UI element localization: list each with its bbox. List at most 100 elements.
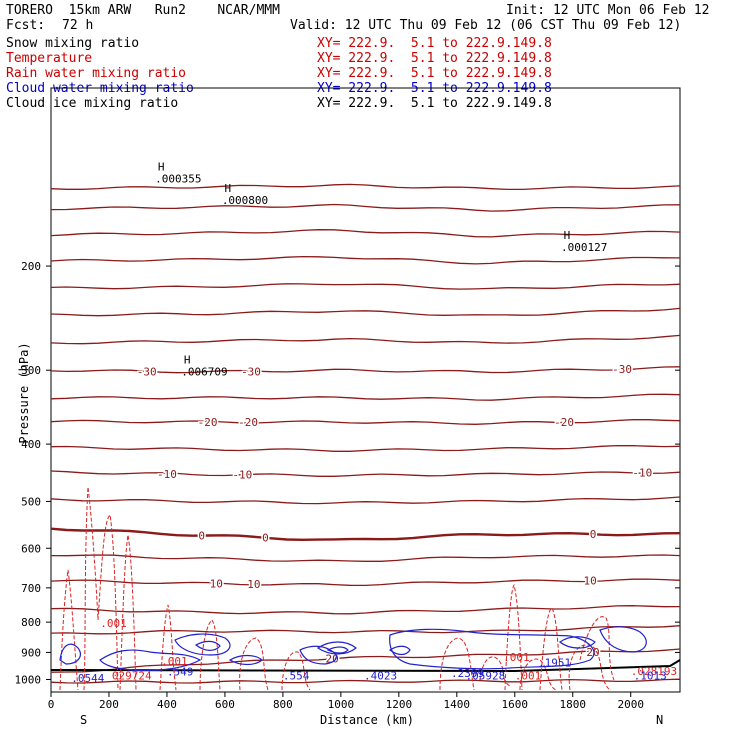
rain-contour <box>199 619 221 691</box>
x-tick-label: 1400 <box>444 698 471 711</box>
isotherm-label: -20 <box>554 416 574 429</box>
isotherm-line <box>50 578 681 587</box>
rain-value-label: .001 <box>515 669 542 682</box>
cloud-water-contour <box>59 643 81 665</box>
isotherm-line <box>50 625 681 635</box>
legend-temperature-xy: XY= 222.9. 5.1 to 222.9.149.8 <box>317 51 552 66</box>
isotherm-label: -10 <box>232 469 252 482</box>
y-tick-label: 800 <box>21 616 41 629</box>
isotherm-line <box>50 470 681 477</box>
isotherm-label: 20 <box>586 646 599 659</box>
legend-rain-xy: XY= 222.9. 5.1 to 222.9.149.8 <box>317 66 552 81</box>
isotherm-line <box>50 554 681 562</box>
south-label: S <box>80 713 88 727</box>
y-tick-label: 300 <box>21 364 41 377</box>
isotherm-line <box>50 334 681 345</box>
y-axis-title: Pressure (hPa) <box>17 342 31 444</box>
maximum-marker: H <box>184 353 191 366</box>
isotherm-label: -20 <box>238 416 258 429</box>
isotherm-line <box>50 527 681 542</box>
rain-contour <box>504 583 523 691</box>
isotherm-label: -10 <box>157 468 177 481</box>
isotherm-label: 10 <box>584 575 597 588</box>
isotherm-line <box>50 203 681 212</box>
cloud-water-contour <box>326 646 349 654</box>
forecast-hour: 72 h <box>62 18 94 33</box>
x-tick-label: 600 <box>215 698 235 711</box>
cloud-water-value-label: .05928 <box>466 669 506 682</box>
cloud-water-contour <box>228 654 263 666</box>
x-tick-label: 1200 <box>386 698 413 711</box>
maximum-value: .000800 <box>222 194 268 207</box>
rain-contour <box>59 569 79 691</box>
y-tick-label: 700 <box>21 582 41 595</box>
maximum-marker: H <box>158 161 165 174</box>
cloud-water-value-label: .549 <box>167 666 194 679</box>
cloud-water-value-label: .554 <box>283 669 310 682</box>
rain-contour <box>579 616 615 681</box>
init-time: Init: 12 UTC Mon 06 Feb 12 <box>506 3 710 18</box>
x-tick-label: 400 <box>157 698 177 711</box>
legend-temperature: Temperature <box>6 51 93 66</box>
north-label: N <box>656 713 664 727</box>
isotherm-line <box>50 419 681 425</box>
isotherm-label: -30 <box>612 363 632 376</box>
cloud-water-contour <box>388 645 411 656</box>
cloud-water-value-label: .2399 <box>451 667 484 680</box>
isotherm-label: -30 <box>241 365 261 378</box>
rain-value-label: .001 <box>161 655 188 668</box>
y-tick-label: 200 <box>21 260 41 273</box>
rain-value-label: 029724 <box>112 669 152 682</box>
rain-value-label: .001 <box>100 617 127 630</box>
rain-value-label: .028193 <box>631 665 677 678</box>
isotherm-label: 0 <box>262 532 269 545</box>
cloud-water-contour <box>389 628 595 670</box>
isotherm-label: -10 <box>632 467 652 480</box>
isotherm-line <box>50 255 681 265</box>
legend-rain: Rain water mixing ratio <box>6 66 187 81</box>
rain-contour <box>539 607 563 691</box>
x-tick-label: 200 <box>99 698 119 711</box>
isotherm-line <box>50 366 681 374</box>
rain-contour <box>159 604 177 691</box>
maximum-value: .000127 <box>561 241 607 254</box>
isotherm-line <box>50 678 681 684</box>
cloud-water-contour <box>174 633 231 656</box>
isotherm-line <box>50 307 681 317</box>
isotherm-label: 0 <box>198 529 205 542</box>
isotherm-line <box>50 183 681 191</box>
x-tick-label: 1800 <box>560 698 587 711</box>
x-axis-title: Distance (km) <box>320 713 414 727</box>
y-tick-label: 1000 <box>15 673 42 686</box>
isotherm-label: 10 <box>247 578 260 591</box>
legend-cloud-ice: Cloud ice mixing ratio <box>6 96 179 111</box>
rain-contour <box>119 534 137 691</box>
cloud-water-value-label: .4023 <box>364 669 397 682</box>
maximum-marker: H <box>225 182 232 195</box>
legend-snow: Snow mixing ratio <box>6 36 140 51</box>
x-tick-label: 800 <box>273 698 293 711</box>
rain-contour <box>239 637 269 691</box>
isotherm-label: 10 <box>210 578 223 591</box>
cloud-water-value-label: .1951 <box>538 656 571 669</box>
rain-contour <box>479 656 511 687</box>
y-tick-label: 600 <box>21 542 41 555</box>
isotherm-line <box>50 283 681 290</box>
y-tick-label: 900 <box>21 646 41 659</box>
cloud-water-contour <box>194 640 221 651</box>
isotherm-label: -30 <box>137 365 157 378</box>
legend-snow-xy: XY= 222.9. 5.1 to 222.9.149.8 <box>317 36 552 51</box>
valid-time: Valid: 12 UTC Thu 09 Feb 12 (06 CST Thu … <box>290 18 682 33</box>
y-tick-label: 500 <box>21 495 41 508</box>
rain-contour <box>281 651 311 691</box>
isotherm-label: 0 <box>590 528 597 541</box>
x-tick-label: 0 <box>48 698 55 711</box>
cloud-water-contour <box>316 641 357 655</box>
cloud-water-value-label: .1013 <box>634 669 667 682</box>
maximum-value: .006709 <box>181 365 227 378</box>
rain-contour <box>519 658 557 691</box>
isotherm-line <box>50 229 681 238</box>
forecast-label: Fcst: <box>6 18 46 33</box>
rain-contour <box>568 644 611 691</box>
